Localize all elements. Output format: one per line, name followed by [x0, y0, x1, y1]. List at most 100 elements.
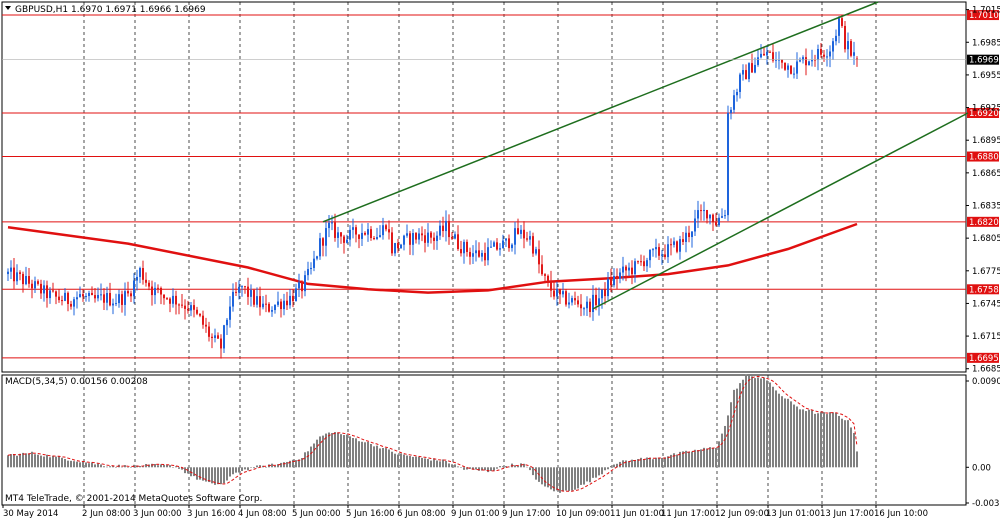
candle-body: [256, 296, 258, 305]
candle-body: [142, 268, 144, 280]
trend-channel[interactable]: [322, 1, 969, 310]
macd-bar: [565, 467, 567, 491]
candle-body: [550, 280, 552, 291]
candle-body: [601, 289, 603, 299]
candle-body: [199, 313, 201, 316]
macd-bar: [517, 466, 519, 468]
candle-body: [136, 276, 138, 281]
candle-body: [172, 295, 174, 304]
candle-body: [373, 238, 375, 240]
macd-bar: [307, 451, 309, 468]
candle-body: [340, 232, 342, 237]
macd-bar: [499, 466, 501, 468]
candle-body: [481, 252, 483, 257]
candle-body: [739, 74, 741, 92]
macd-bar: [688, 451, 690, 468]
macd-bar: [637, 459, 639, 468]
candle-body: [187, 308, 189, 311]
candle-body: [268, 303, 270, 312]
candle-body: [526, 238, 528, 240]
candle-body: [463, 241, 465, 254]
macd-bar: [679, 451, 681, 468]
macd-bar: [697, 450, 699, 468]
level-tag: [967, 151, 999, 162]
macd-bar: [721, 433, 723, 468]
candle-body: [406, 233, 408, 236]
candle-body: [271, 310, 273, 312]
candle-body: [154, 287, 156, 296]
time-tick-label: 5 Jun 16:00: [346, 509, 395, 519]
macd-bar: [214, 467, 216, 485]
candle-body: [763, 53, 765, 56]
macd-bar: [319, 436, 321, 468]
macd-bar: [172, 467, 174, 468]
channel-line: [592, 112, 969, 310]
macd-bar: [658, 458, 660, 468]
candle-body: [304, 275, 306, 292]
macd-bar: [346, 434, 348, 468]
macd-bar: [127, 467, 129, 468]
candle-body: [178, 304, 180, 306]
candle-body: [34, 281, 36, 289]
candle-body: [790, 65, 792, 74]
macd-bar: [817, 413, 819, 468]
candle-body: [775, 59, 777, 61]
candle-body: [685, 232, 687, 242]
moving-average[interactable]: [7, 222, 858, 294]
candle-body: [820, 49, 822, 55]
macd-bar: [250, 467, 252, 468]
candle-body: [394, 243, 396, 254]
candle-body: [841, 18, 843, 26]
macd-bar: [793, 404, 795, 468]
time-tick-label: 4 Jun 08:00: [238, 509, 287, 519]
candle-body: [115, 303, 117, 305]
candle-body: [760, 53, 762, 58]
moving-average-line: [7, 222, 858, 294]
candle-body: [25, 276, 27, 285]
macd-bar: [568, 467, 570, 491]
candle-body: [496, 242, 498, 250]
candle-body: [241, 286, 243, 288]
macd-bar: [421, 457, 423, 468]
macd-bar: [709, 447, 711, 468]
macd-bar: [796, 406, 798, 468]
macd-bar: [544, 467, 546, 487]
macd-bar: [826, 414, 828, 468]
macd-bar: [373, 446, 375, 468]
macd-bar: [808, 409, 810, 468]
macd-bar: [76, 461, 78, 468]
candle-body: [364, 232, 366, 235]
macd-bar: [784, 398, 786, 468]
candle-body: [439, 225, 441, 236]
macd-bar: [199, 467, 201, 480]
macd-bar: [823, 412, 825, 468]
macd-bar: [856, 451, 858, 468]
candle-body: [103, 294, 105, 303]
candle-body: [100, 294, 102, 296]
macd-bar: [163, 465, 165, 468]
candle-body: [808, 61, 810, 66]
horizontal-levels[interactable]: 1.7010 1.6920 1.6880 1.6820 1.6758 1.6695: [2, 10, 999, 364]
macd-bar: [472, 467, 474, 470]
candle-body: [274, 304, 276, 311]
macd-bar: [259, 465, 261, 468]
macd-bar: [184, 467, 186, 474]
dropdown-triangle-icon[interactable]: [5, 6, 11, 10]
candle-body: [682, 239, 684, 242]
candle-body: [370, 229, 372, 239]
candle-body: [706, 209, 708, 219]
candle-body: [166, 298, 168, 300]
macd-bar: [802, 409, 804, 468]
macd-bar: [625, 460, 627, 468]
candle-body: [838, 18, 840, 36]
macd-bar: [661, 457, 663, 468]
candle-body: [610, 279, 612, 286]
time-tick-label: 13 Jun 01:00: [766, 509, 820, 519]
candle-body: [352, 227, 354, 230]
candle-body: [751, 63, 753, 73]
macd-bar: [607, 467, 609, 470]
candle-body: [652, 249, 654, 251]
candle-body: [667, 244, 669, 258]
